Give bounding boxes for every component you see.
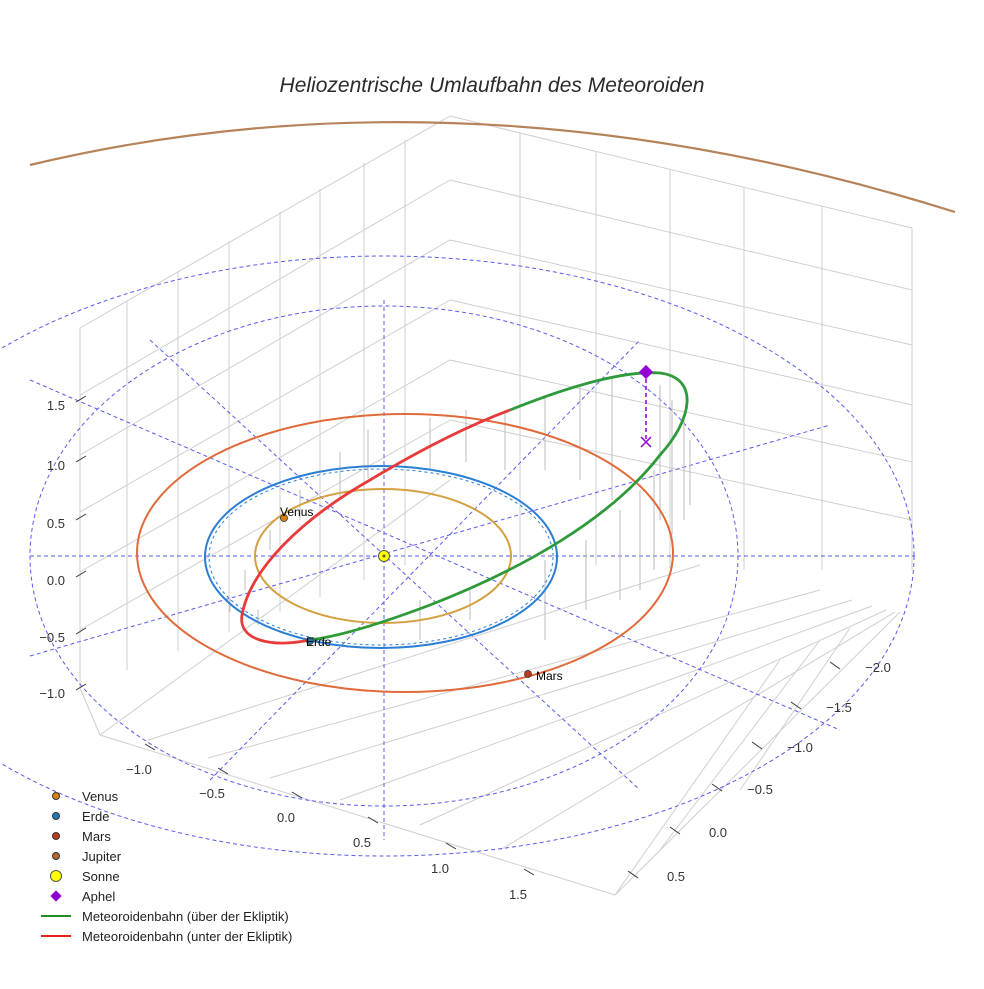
legend-item: Erde: [38, 806, 292, 826]
meteoroid-orbit-above: [309, 371, 689, 642]
legend-label: Erde: [82, 808, 110, 824]
y-tick-label-mark: [751, 741, 763, 750]
y-tick-label-mark: [829, 661, 841, 670]
y-tick-label-mark: [711, 783, 723, 792]
z-tick-label-mark: [75, 627, 87, 635]
legend-symbol: [38, 906, 74, 926]
z-tick-label-mark: [75, 455, 87, 463]
chart-title: Heliozentrische Umlaufbahn des Meteoroid…: [279, 74, 705, 97]
x-tick-label: 0.5: [353, 835, 371, 850]
y-tick-label: 0.0: [709, 825, 727, 840]
legend-item: Aphel: [38, 886, 292, 906]
axis-ticks: 1.5 1.0 0.5 0.0 −0.5 −1.0 −1.0 −0.5 0.0 0.5 1.0 1.5…: [39, 395, 891, 902]
x-tick-label: −1.0: [126, 762, 152, 777]
legend-item: Meteoroidenbahn (über der Ekliptik): [38, 906, 292, 926]
venus-label: Venus: [280, 505, 313, 519]
earth-orbit-dashed: [208, 468, 554, 646]
z-tick-label-mark: [75, 570, 87, 578]
mars-marker: [524, 670, 532, 678]
legend-symbol: [38, 826, 74, 846]
aphel-projection-x: [640, 436, 652, 448]
z-tick-label: 0.0: [47, 573, 65, 588]
y-tick-label: −2.0: [865, 660, 891, 675]
x-tick-label: 1.5: [509, 887, 527, 902]
legend-item: Sonne: [38, 866, 292, 886]
z-tick-label: 1.5: [47, 398, 65, 413]
x-tick-label-mark: [445, 842, 457, 850]
legend-symbol: [38, 866, 74, 886]
legend-symbol: [38, 846, 74, 866]
sun-center: [382, 554, 386, 558]
z-tick-label-mark: [75, 395, 87, 403]
axis-grid-box: [79, 115, 913, 896]
orbit-drop-lines: [229, 378, 691, 640]
y-tick-label-mark: [627, 870, 639, 879]
legend-label: Meteoroidenbahn (unter der Ekliptik): [82, 928, 293, 944]
earth-label: Erde: [306, 635, 332, 649]
x-tick-label-mark: [144, 743, 156, 751]
legend-symbol: [38, 786, 74, 806]
legend-item: Jupiter: [38, 846, 292, 866]
legend-symbol: [38, 926, 74, 946]
venus-marker: [280, 514, 288, 522]
legend-symbol: [38, 806, 74, 826]
x-tick-label-mark: [523, 868, 535, 876]
x-tick-label-mark: [217, 767, 229, 775]
z-tick-label: −0.5: [39, 630, 65, 645]
legend-label: Aphel: [82, 888, 116, 904]
legend-item: Mars: [38, 826, 292, 846]
y-tick-label: −1.0: [787, 740, 813, 755]
y-tick-label-mark: [669, 826, 681, 835]
x-tick-label: 0.0: [277, 810, 295, 825]
legend-label: Venus: [82, 788, 119, 804]
y-tick-label: 0.5: [667, 869, 685, 884]
x-tick-label: −0.5: [199, 786, 225, 801]
ecliptic-reference-grid: [0, 255, 915, 857]
mars-orbit: [136, 413, 674, 693]
legend-item: Meteoroidenbahn (unter der Ekliptik): [38, 926, 292, 946]
x-tick-label-mark: [367, 816, 379, 824]
z-tick-label-mark: [75, 683, 87, 691]
mars-label: Mars: [536, 669, 563, 683]
jupiter-orbit: [29, 121, 956, 214]
legend-label: Meteoroidenbahn (über der Ekliptik): [82, 908, 289, 924]
y-tick-label-mark: [790, 701, 802, 710]
z-tick-label: −1.0: [39, 686, 65, 701]
z-tick-label-mark: [75, 513, 87, 521]
legend-item: Venus: [38, 786, 292, 806]
x-tick-label: 1.0: [431, 861, 449, 876]
earth-marker: [306, 637, 314, 645]
legend-label: Mars: [82, 828, 111, 844]
y-tick-label: −0.5: [747, 782, 773, 797]
earth-orbit: [204, 465, 558, 649]
legend-label: Sonne: [82, 868, 120, 884]
z-tick-label: 1.0: [47, 458, 65, 473]
legend: Venus Erde Mars Jupiter Sonne Aphel Meteoroide…: [38, 786, 292, 946]
legend-label: Jupiter: [82, 848, 122, 864]
z-tick-label: 0.5: [47, 516, 65, 531]
aphel-marker: [638, 364, 654, 380]
legend-symbol: [38, 886, 74, 906]
y-tick-label: −1.5: [826, 700, 852, 715]
x-tick-label-mark: [291, 791, 303, 799]
meteoroid-orbit-below: [240, 408, 511, 645]
